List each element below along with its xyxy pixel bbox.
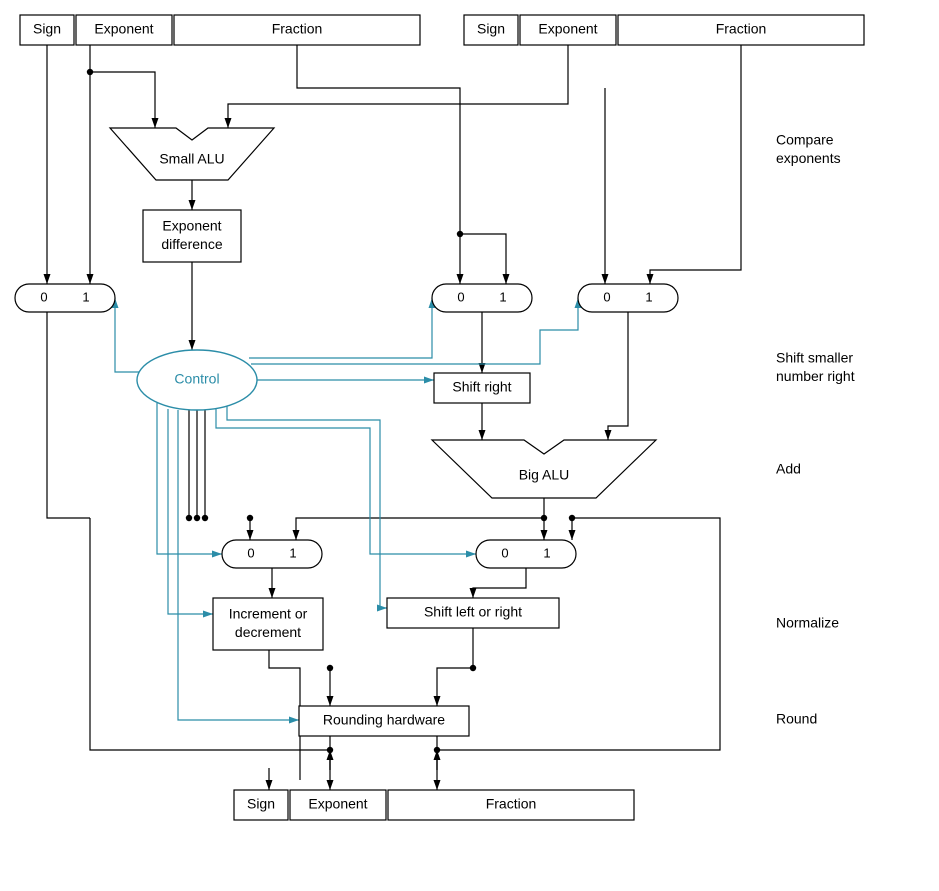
svg-text:Sign: Sign <box>477 21 505 37</box>
svg-text:1: 1 <box>82 289 89 304</box>
svg-text:Sign: Sign <box>33 21 61 37</box>
svg-text:Shift smaller: Shift smaller <box>776 349 853 365</box>
svg-text:Round: Round <box>776 711 817 727</box>
svg-text:Control: Control <box>174 371 219 387</box>
mux_p <box>222 540 322 568</box>
svg-text:difference: difference <box>161 236 222 252</box>
svg-text:Exponent: Exponent <box>308 796 367 812</box>
mux_f <box>432 284 532 312</box>
mux_g <box>578 284 678 312</box>
svg-text:Increment or: Increment or <box>229 605 308 621</box>
svg-text:1: 1 <box>543 545 550 560</box>
svg-text:1: 1 <box>645 289 652 304</box>
svg-text:0: 0 <box>603 289 610 304</box>
svg-text:0: 0 <box>247 545 254 560</box>
svg-text:Big ALU: Big ALU <box>519 467 570 483</box>
svg-text:Shift right: Shift right <box>452 379 511 395</box>
svg-text:exponents: exponents <box>776 150 841 166</box>
svg-text:Sign: Sign <box>247 796 275 812</box>
svg-text:Exponent: Exponent <box>162 217 221 233</box>
svg-text:0: 0 <box>501 545 508 560</box>
svg-text:0: 0 <box>457 289 464 304</box>
svg-text:Fraction: Fraction <box>272 21 323 37</box>
svg-text:Rounding hardware: Rounding hardware <box>323 712 445 728</box>
svg-text:Exponent: Exponent <box>538 21 597 37</box>
svg-text:Small ALU: Small ALU <box>159 151 224 167</box>
svg-text:Normalize: Normalize <box>776 615 839 631</box>
svg-text:1: 1 <box>289 545 296 560</box>
svg-text:Shift left or right: Shift left or right <box>424 604 522 620</box>
svg-text:Fraction: Fraction <box>716 21 767 37</box>
svg-text:1: 1 <box>499 289 506 304</box>
svg-text:Exponent: Exponent <box>94 21 153 37</box>
svg-text:Add: Add <box>776 461 801 477</box>
svg-text:Compare: Compare <box>776 131 834 147</box>
mux_q <box>476 540 576 568</box>
svg-text:number right: number right <box>776 368 855 384</box>
svg-text:0: 0 <box>40 289 47 304</box>
svg-text:decrement: decrement <box>235 624 301 640</box>
mux_e <box>15 284 115 312</box>
svg-text:Fraction: Fraction <box>486 796 537 812</box>
